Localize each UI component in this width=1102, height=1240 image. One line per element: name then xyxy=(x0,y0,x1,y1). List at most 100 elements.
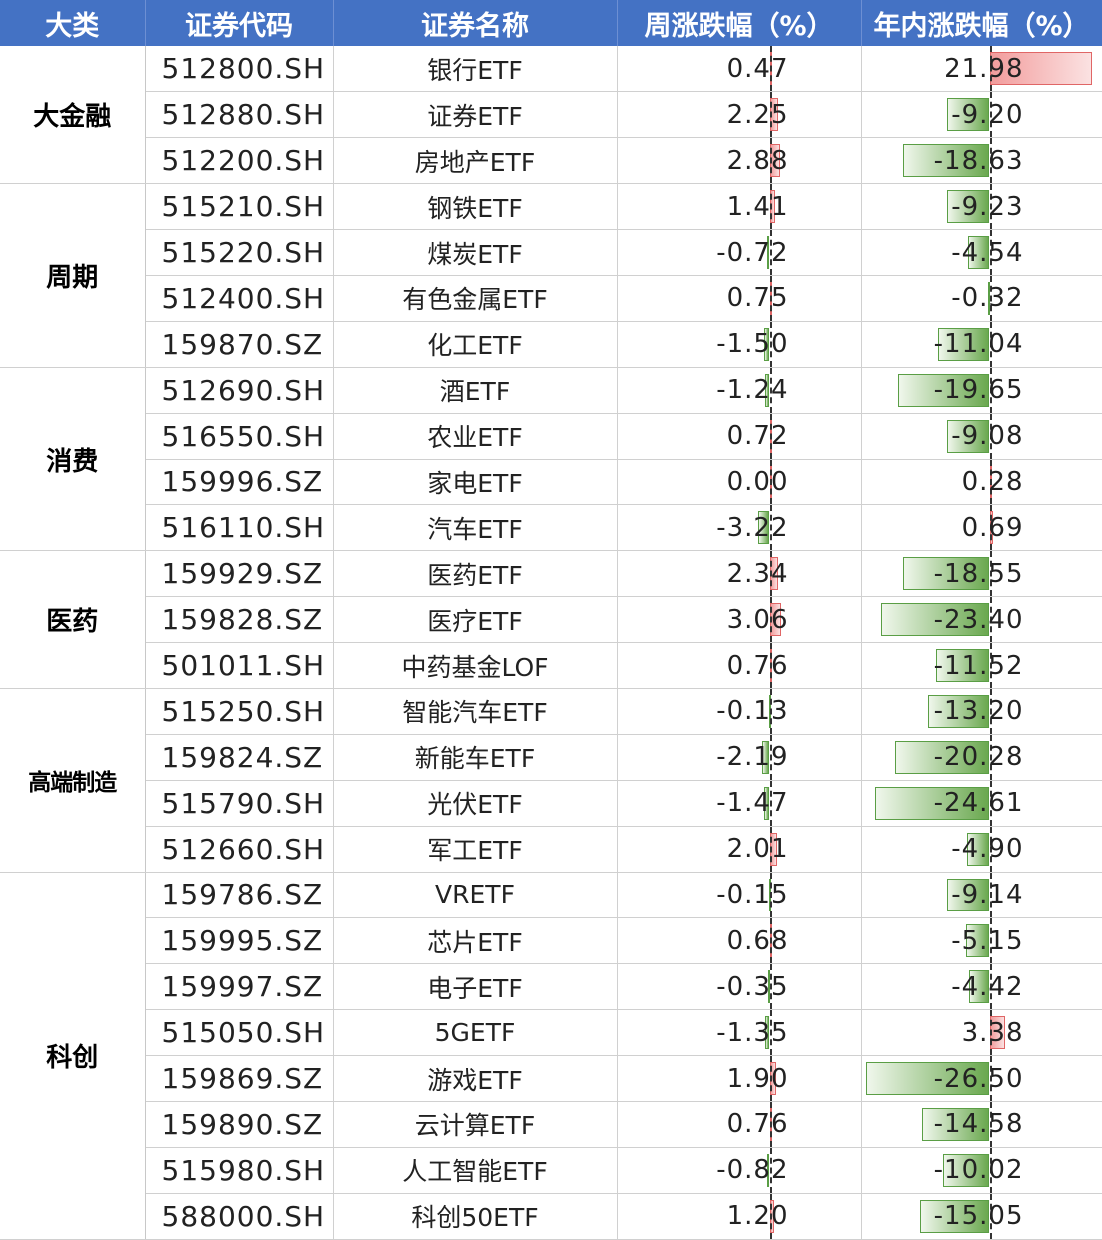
week-change-cell: -0.13 xyxy=(617,688,862,735)
security-code-cell: 159996.SZ xyxy=(145,459,334,506)
zero-axis-line xyxy=(769,46,772,92)
security-code-cell: 512660.SH xyxy=(145,826,334,873)
table-row: 高端制造 515250.SH 智能汽车ETF -0.13 -13.20 xyxy=(0,688,1102,873)
zero-axis-line xyxy=(989,734,992,780)
year-change-value: -11.52 xyxy=(933,650,1024,681)
zero-axis-line xyxy=(989,551,992,597)
zero-axis-line xyxy=(769,413,772,459)
year-change-value: -4.42 xyxy=(951,971,1024,1002)
zero-axis-line xyxy=(989,826,992,872)
week-change-value: -0.35 xyxy=(716,971,789,1002)
security-name-cell: 酒ETF xyxy=(333,367,618,414)
negative-data-bar xyxy=(764,1016,770,1050)
year-change-cell: -11.04 xyxy=(861,321,1102,368)
negative-data-bar xyxy=(903,557,990,591)
table-row: 516110.SH 汽车ETF -3.22 0.69 xyxy=(0,504,1102,552)
negative-data-bar xyxy=(938,327,990,361)
zero-axis-line xyxy=(989,46,992,92)
zero-axis-line xyxy=(769,459,772,505)
zero-axis-line xyxy=(989,184,992,230)
zero-axis-line xyxy=(769,1193,772,1239)
security-code-cell: 516110.SH xyxy=(145,504,334,552)
security-code-cell: 588000.SH xyxy=(145,1193,334,1240)
security-name-cell: 人工智能ETF xyxy=(333,1147,618,1194)
zero-axis-line xyxy=(769,597,772,643)
security-name-cell: 智能汽车ETF xyxy=(333,688,618,735)
week-change-cell: -3.22 xyxy=(617,504,862,552)
week-change-cell: -0.82 xyxy=(617,1147,862,1194)
year-change-value: -15.05 xyxy=(933,1201,1024,1232)
year-change-cell: -20.28 xyxy=(861,734,1102,781)
negative-data-bar xyxy=(902,144,990,178)
negative-data-bar xyxy=(764,327,770,361)
security-code-cell: 159824.SZ xyxy=(145,734,334,781)
year-change-value: -5.15 xyxy=(951,925,1024,956)
positive-data-bar xyxy=(989,52,1092,86)
category-cell: 高端制造 xyxy=(0,688,146,873)
security-code-cell: 515790.SH xyxy=(145,780,334,827)
negative-data-bar xyxy=(946,878,990,912)
table-row: 515790.SH 光伏ETF -1.47 -24.61 xyxy=(0,780,1102,827)
negative-data-bar xyxy=(968,236,990,269)
table-row: 159997.SZ 电子ETF -0.35 -4.42 xyxy=(0,963,1102,1011)
table-row: 512880.SH 证券ETF 2.25 -9.20 xyxy=(0,91,1102,139)
security-name-cell: 证券ETF xyxy=(333,91,618,139)
week-change-cell: 2.88 xyxy=(617,137,862,185)
table-row: 501011.SH 中药基金LOF 0.76 -11.52 xyxy=(0,642,1102,689)
category-cell: 医药 xyxy=(0,550,146,689)
security-name-cell: 军工ETF xyxy=(333,826,618,873)
security-code-cell: 159890.SZ xyxy=(145,1101,334,1148)
week-change-cell: -1.47 xyxy=(617,780,862,827)
year-change-cell: -9.23 xyxy=(861,183,1102,231)
negative-data-bar xyxy=(898,373,990,407)
table-row: 159870.SZ 化工ETF -1.50 -11.04 xyxy=(0,321,1102,368)
year-change-cell: 0.28 xyxy=(861,459,1102,506)
security-name-cell: 电子ETF xyxy=(333,963,618,1011)
week-change-cell: -1.50 xyxy=(617,321,862,368)
table-row: 512200.SH 房地产ETF 2.88 -18.63 xyxy=(0,137,1102,185)
negative-data-bar xyxy=(764,786,770,820)
security-code-cell: 515220.SH xyxy=(145,229,334,276)
zero-axis-line xyxy=(989,505,992,551)
table-row: 512400.SH 有色金属ETF 0.75 -0.32 xyxy=(0,275,1102,322)
week-change-value: -2.19 xyxy=(716,742,789,773)
security-code-cell: 159870.SZ xyxy=(145,321,334,368)
security-code-cell: 515050.SH xyxy=(145,1009,334,1057)
negative-data-bar xyxy=(765,373,770,407)
year-change-cell: 3.38 xyxy=(861,1009,1102,1057)
table-body: 大金融 512800.SH 银行ETF 0.47 21.98 512880.SH 证券ETF… xyxy=(0,46,1102,1240)
week-change-cell: 2.25 xyxy=(617,91,862,139)
week-change-cell: 0.68 xyxy=(617,917,862,965)
year-change-cell: -4.54 xyxy=(861,229,1102,276)
week-change-cell: 0.47 xyxy=(617,46,862,93)
year-change-value: -24.61 xyxy=(933,788,1024,819)
security-code-cell: 159929.SZ xyxy=(145,550,334,598)
week-change-cell: 3.06 xyxy=(617,596,862,644)
zero-axis-line xyxy=(769,505,772,551)
security-code-cell: 512800.SH xyxy=(145,46,334,93)
week-change-cell: 2.34 xyxy=(617,550,862,598)
table-row: 515220.SH 煤炭ETF -0.72 -4.54 xyxy=(0,229,1102,276)
year-change-cell: -11.52 xyxy=(861,642,1102,689)
week-change-cell: 0.75 xyxy=(617,275,862,322)
security-name-cell: 银行ETF xyxy=(333,46,618,93)
zero-axis-line xyxy=(989,1101,992,1147)
week-change-value: -1.47 xyxy=(716,788,789,819)
week-change-cell: 0.72 xyxy=(617,413,862,460)
zero-axis-line xyxy=(769,184,772,230)
year-change-value: -9.20 xyxy=(951,99,1024,130)
zero-axis-line xyxy=(769,321,772,367)
zero-axis-line xyxy=(769,688,772,734)
security-name-cell: VRETF xyxy=(333,872,618,919)
category-cell: 消费 xyxy=(0,367,146,552)
zero-axis-line xyxy=(769,918,772,964)
year-change-value: -18.63 xyxy=(933,145,1024,176)
year-change-cell: -10.02 xyxy=(861,1147,1102,1194)
week-change-value: -1.24 xyxy=(716,375,789,406)
zero-axis-line xyxy=(989,597,992,643)
week-change-value: 1.41 xyxy=(726,191,789,222)
year-change-cell: -0.32 xyxy=(861,275,1102,322)
year-change-cell: -9.14 xyxy=(861,872,1102,919)
security-name-cell: 光伏ETF xyxy=(333,780,618,827)
year-change-cell: -18.63 xyxy=(861,137,1102,185)
